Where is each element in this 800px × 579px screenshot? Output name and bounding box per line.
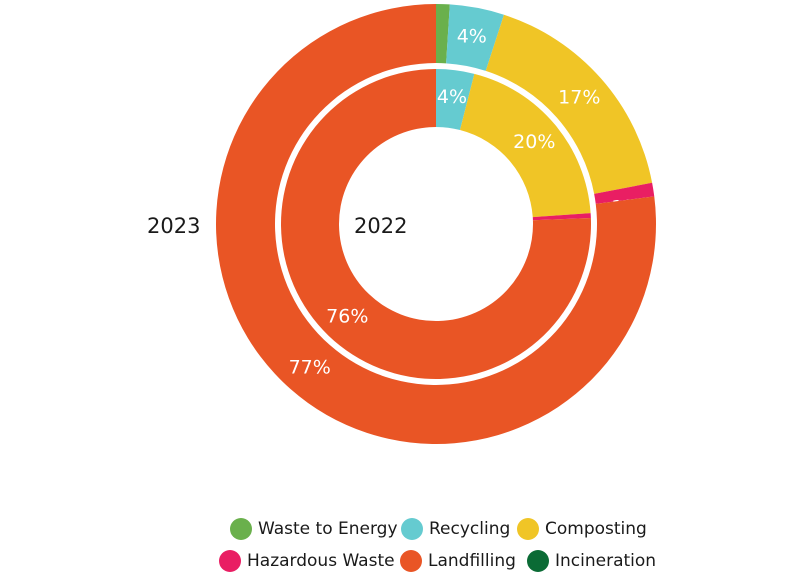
legend-swatch xyxy=(400,550,422,572)
legend-item-recycling: Recycling xyxy=(401,518,510,540)
slice-2022-landfilling xyxy=(281,69,591,379)
slice-label-2022-recycling: 4% xyxy=(437,86,467,108)
slice-2023-hazardous-waste xyxy=(594,182,655,204)
slice-2022-composting xyxy=(460,73,591,218)
slice-label-2023-composting: 17% xyxy=(558,87,600,109)
legend-label: Waste to Energy xyxy=(258,519,398,539)
legend-item-incineration: Incineration xyxy=(527,550,656,572)
legend-label: Recycling xyxy=(429,519,511,539)
slice-label-2022-landfilling: 76% xyxy=(326,305,368,327)
legend-swatch xyxy=(219,550,241,572)
legend-item-composting: Composting xyxy=(517,518,647,540)
legend-label: Incineration xyxy=(555,551,657,571)
slice-2023-composting xyxy=(485,14,653,194)
legend-swatch xyxy=(527,550,549,572)
outer-ring-year-label: 2023 xyxy=(147,214,201,238)
ring-separator xyxy=(276,64,596,384)
slice-2022-recycling xyxy=(436,69,475,131)
legend-swatch xyxy=(401,518,423,540)
slice-2023-waste-to-energy xyxy=(436,4,450,64)
slice-2023-recycling xyxy=(446,4,504,71)
legend-label: Landfilling xyxy=(428,551,516,571)
legend-item-landfilling: Landfilling xyxy=(400,550,516,572)
legend-label: Composting xyxy=(545,519,647,539)
legend-swatch xyxy=(230,518,252,540)
slice-2022-hazardous-waste xyxy=(532,213,591,221)
inner-ring-year-label: 2022 xyxy=(354,214,408,238)
legend-swatch xyxy=(517,518,539,540)
slice-label-2022-composting: 20% xyxy=(513,131,555,153)
legend-item-hazardous-waste: Hazardous Waste xyxy=(219,550,395,572)
slice-label-2023-recycling: 4% xyxy=(457,25,487,47)
legend-label: Hazardous Waste xyxy=(247,551,395,571)
legend-item-waste-to-energy: Waste to Energy xyxy=(230,518,398,540)
slice-label-2023-landfilling: 77% xyxy=(289,356,331,378)
